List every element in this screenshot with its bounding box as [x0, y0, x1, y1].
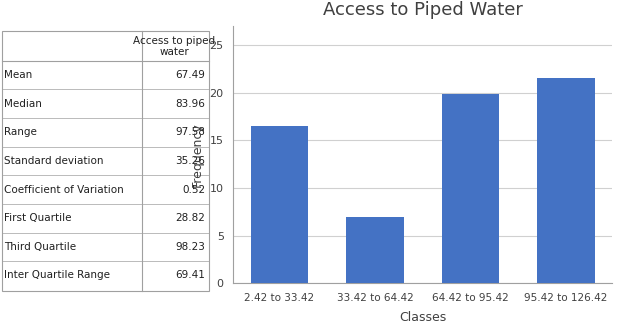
Text: 83.96: 83.96 — [175, 99, 205, 109]
X-axis label: Classes: Classes — [399, 311, 446, 322]
Text: First Quartile: First Quartile — [4, 213, 72, 223]
Y-axis label: Frequency: Frequency — [191, 122, 204, 187]
Bar — [538, 78, 595, 283]
Text: 97.58: 97.58 — [175, 128, 205, 137]
Title: Access to Piped Water: Access to Piped Water — [323, 1, 522, 19]
Text: 67.49: 67.49 — [175, 70, 205, 80]
Text: Access to piped
water: Access to piped water — [133, 36, 215, 57]
Text: 69.41: 69.41 — [175, 270, 205, 280]
Text: 35.26: 35.26 — [175, 156, 205, 166]
Text: Range: Range — [4, 128, 37, 137]
Text: Coefficient of Variation: Coefficient of Variation — [4, 185, 124, 194]
Text: 98.23: 98.23 — [175, 242, 205, 252]
Text: Mean: Mean — [4, 70, 32, 80]
Bar — [251, 126, 308, 283]
Text: 0.52: 0.52 — [182, 185, 205, 194]
Text: Third Quartile: Third Quartile — [4, 242, 76, 252]
Text: Median: Median — [4, 99, 42, 109]
Bar — [442, 94, 499, 283]
Bar — [346, 217, 404, 283]
Bar — [2, 31, 209, 291]
Text: Inter Quartile Range: Inter Quartile Range — [4, 270, 110, 280]
Text: Standard deviation: Standard deviation — [4, 156, 103, 166]
Text: 28.82: 28.82 — [175, 213, 205, 223]
